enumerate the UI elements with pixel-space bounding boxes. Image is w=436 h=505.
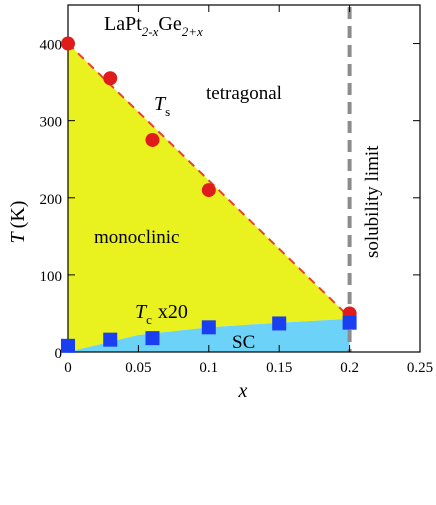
ts-point [103, 71, 118, 86]
title-sub1: 2-x [142, 24, 159, 39]
y-tick-label: 200 [40, 192, 63, 208]
tc-point [201, 320, 216, 335]
ts-point [61, 36, 75, 51]
x-tick-label: 0.2 [340, 360, 359, 376]
tc-annotation-suffix: x20 [158, 301, 188, 323]
ts-annotation-sub: s [165, 104, 170, 119]
x-tick-label: 0.1 [199, 360, 218, 376]
ts-annotation: Ts [154, 93, 170, 119]
axis-ticks: 0 0.05 0.1 0.15 0.2 0.25 0 100 200 300 400 [40, 5, 433, 376]
tc-annotation-sub: c [146, 312, 152, 327]
tetragonal-label: tetragonal [206, 83, 282, 104]
y-tick-label: 400 [40, 38, 63, 54]
sc-label: SC [232, 332, 255, 353]
title-main: LaPt [104, 13, 142, 35]
y-tick-label: 100 [40, 269, 63, 285]
chart-title: LaPt2-xGe2+x [104, 13, 203, 39]
title-sub2: 2+x [182, 24, 203, 39]
tc-annotation-main: T [135, 301, 148, 323]
y-axis-label: T(K) [7, 201, 29, 244]
tc-point [145, 331, 160, 346]
tc-point [272, 316, 287, 331]
monoclinic-region [68, 43, 350, 353]
x-tick-label: 0.15 [266, 360, 292, 376]
tc-annotation: Tc x20 [135, 301, 188, 327]
ts-point [145, 132, 160, 147]
y-tick-label: 300 [40, 115, 63, 131]
x-tick-label: 0 [64, 360, 72, 376]
title-mid: Ge [158, 13, 181, 35]
ts-annotation-main: T [154, 93, 167, 115]
tc-point [61, 338, 75, 353]
x-tick-label: 0.05 [125, 360, 151, 376]
x-axis-label: x [238, 380, 248, 402]
x-tick-label: 0.25 [407, 360, 433, 376]
ts-point [201, 183, 216, 198]
y-tick-label: 0 [55, 346, 63, 362]
tc-point [342, 315, 357, 330]
y-axis-label-unit: (K) [7, 201, 29, 229]
tc-point [103, 332, 118, 347]
monoclinic-label: monoclinic [94, 227, 179, 248]
plot-frame [67, 4, 421, 353]
solubility-limit-label: solubility limit [362, 145, 383, 258]
y-axis-label-main: T [7, 230, 29, 243]
data-markers [61, 36, 357, 353]
ts-dashed-line [67, 42, 351, 319]
